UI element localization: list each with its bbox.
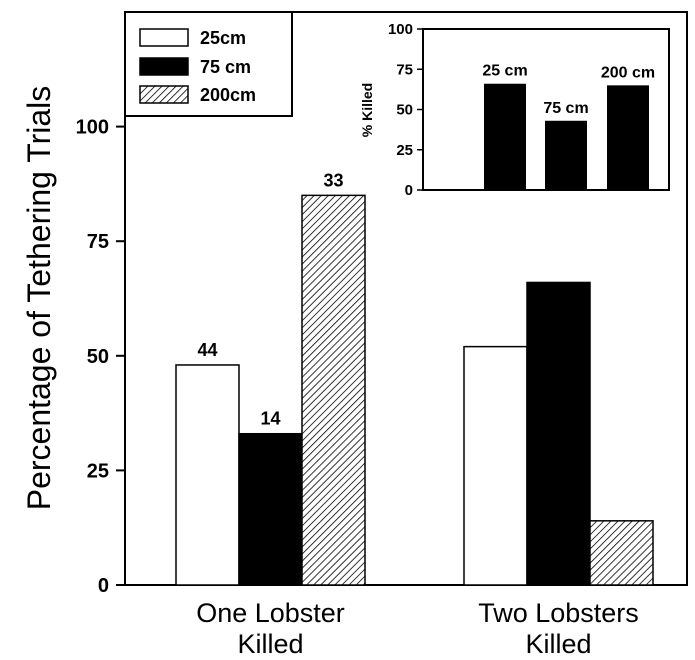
- data-label-200cm-one-lobster-killed: 33: [323, 170, 343, 190]
- bar-75-cm-two-lobsters-killed: [526, 281, 591, 586]
- inset-y-tick-label: 75: [396, 61, 413, 78]
- category-label: Killed: [525, 629, 591, 659]
- category-label: Killed: [237, 629, 303, 659]
- inset-bar-25-cm: [484, 83, 526, 190]
- y-tick-label: 0: [98, 575, 109, 597]
- inset-y-tick-label: 25: [396, 142, 413, 159]
- legend-label-75cm: 75 cm: [200, 57, 251, 77]
- inset-bar-75-cm: [545, 120, 587, 190]
- inset-bar-200-cm: [607, 85, 649, 190]
- plot-frame: [124, 11, 688, 586]
- y-tick-label: 25: [87, 460, 109, 482]
- inset-data-label-25-cm: 25 cm: [482, 63, 527, 80]
- inset-y-tick-label: 100: [388, 21, 413, 38]
- inset-chart: % Killed 0 25 50 75 100 25 cm 75 cm 200 cm: [359, 21, 670, 199]
- legend-swatch-25cm: [139, 28, 189, 47]
- bar-25cm-one-lobster-killed: [175, 364, 240, 586]
- legend: 25cm 75 cm 200cm: [124, 11, 293, 117]
- inset-y-axis-ticks: 0 25 50 75 100: [388, 21, 423, 199]
- y-tick-label: 100: [76, 117, 109, 139]
- data-label-25cm-one-lobster-killed: 44: [197, 340, 217, 360]
- inset-data-label-200-cm: 200 cm: [601, 64, 655, 81]
- y-tick-label: 75: [87, 231, 109, 253]
- bar-200cm-two-lobsters-killed: [589, 520, 654, 586]
- y-axis-label: Percentage of Tethering Trials: [21, 86, 57, 511]
- bar-200cm-one-lobster-killed: [301, 194, 366, 586]
- inset-bar-group: 25 cm 75 cm 200 cm: [482, 63, 655, 190]
- inset-y-axis-label: % Killed: [359, 83, 375, 137]
- data-label-75-cm-one-lobster-killed: 14: [260, 409, 280, 429]
- category-label: Two Lobsters: [478, 598, 639, 628]
- bar-25cm-two-lobsters-killed: [463, 345, 528, 586]
- legend-swatch-75cm: [139, 57, 189, 76]
- y-tick-label: 50: [87, 346, 109, 368]
- inset-data-label-75-cm: 75 cm: [543, 100, 588, 117]
- bar-group: 44 14 33: [175, 170, 654, 586]
- legend-label-200cm: 200cm: [200, 85, 256, 105]
- category-label: One Lobster: [196, 598, 345, 628]
- legend-label-25cm: 25cm: [200, 28, 246, 48]
- y-axis-ticks: 0 25 50 75 100: [76, 117, 125, 597]
- inset-y-tick-label: 0: [405, 182, 413, 199]
- bar-75-cm-one-lobster-killed: [238, 432, 303, 586]
- inset-y-tick-label: 50: [396, 102, 413, 119]
- legend-swatch-200cm: [139, 85, 189, 104]
